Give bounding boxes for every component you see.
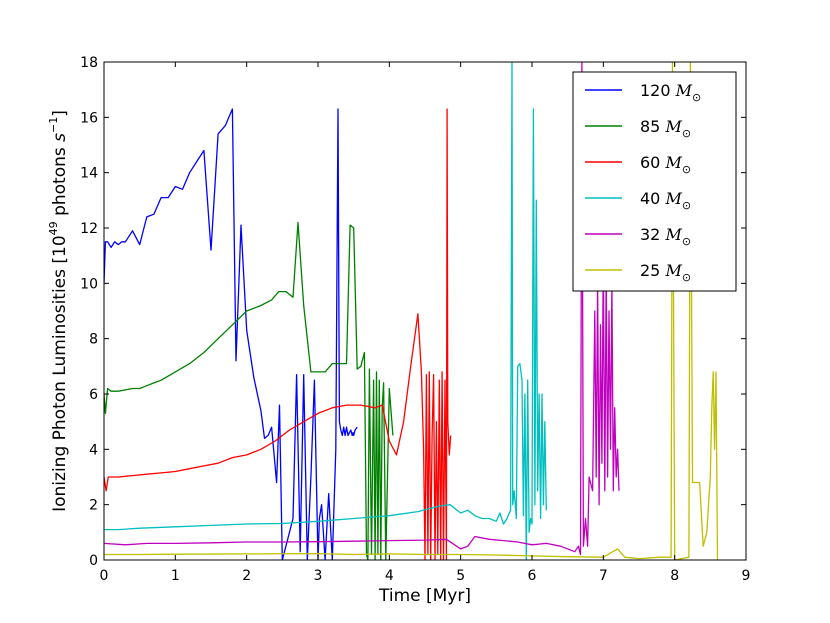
y-tick-label: 16 xyxy=(80,110,98,126)
y-tick-label: 0 xyxy=(89,553,98,569)
y-axis-label-close: ] xyxy=(50,110,70,117)
legend-entry-32: 32 M⊙ xyxy=(640,225,691,248)
x-tick-label: 2 xyxy=(242,568,251,584)
series-line-32 xyxy=(104,62,620,556)
x-tick-label: 7 xyxy=(599,568,608,584)
x-tick-label: 0 xyxy=(100,568,109,584)
y-axis-label-units: photons xyxy=(50,142,70,221)
legend: 120 M⊙ 85 M⊙ 60 M⊙ 40 M⊙ 32 M⊙ 25 M⊙ xyxy=(572,71,737,292)
y-tick-label: 18 xyxy=(80,55,98,71)
legend-entry-60: 60 M⊙ xyxy=(640,153,691,176)
y-tick-label: 4 xyxy=(89,442,98,458)
x-tick-label: 4 xyxy=(385,568,394,584)
y-axis-label-main: Ionizing Photon Luminosities [ xyxy=(50,257,70,512)
series-line-25 xyxy=(104,62,719,560)
y-axis-label-s: s xyxy=(50,133,70,142)
y-tick-label: 8 xyxy=(89,332,98,348)
plot-frame xyxy=(103,61,747,561)
series-line-85 xyxy=(104,221,394,560)
series-line-40 xyxy=(104,62,547,560)
y-tick-label: 10 xyxy=(80,276,98,292)
y-tick-label: 14 xyxy=(80,166,98,182)
legend-entry-85: 85 M⊙ xyxy=(640,117,691,140)
y-axis-label-exp-base: 10 xyxy=(50,235,70,257)
legend-entry-120: 120 M⊙ xyxy=(640,81,701,104)
y-axis-label: Ionizing Photon Luminosities [1049 photo… xyxy=(47,110,70,512)
y-axis-label-exp: 49 xyxy=(47,221,60,235)
y-tick-label: 2 xyxy=(89,498,98,514)
legend-entry-25: 25 M⊙ xyxy=(640,261,691,284)
legend-box xyxy=(572,71,737,292)
y-axis-label-s-exp: −1 xyxy=(47,117,60,133)
x-tick-label: 3 xyxy=(314,568,323,584)
series-line-120 xyxy=(104,108,358,560)
legend-entry-40: 40 M⊙ xyxy=(640,189,691,212)
series-layer xyxy=(104,62,719,560)
x-tick-label: 5 xyxy=(456,568,465,584)
x-axis-label: Time [Myr] xyxy=(378,586,471,606)
x-tick-label: 9 xyxy=(742,568,751,584)
series-line-60 xyxy=(104,108,452,560)
y-tick-label: 6 xyxy=(89,387,98,403)
x-tick-label: 6 xyxy=(528,568,537,584)
x-tick-label: 8 xyxy=(670,568,679,584)
y-tick-label: 12 xyxy=(80,221,98,237)
x-tick-label: 1 xyxy=(171,568,180,584)
